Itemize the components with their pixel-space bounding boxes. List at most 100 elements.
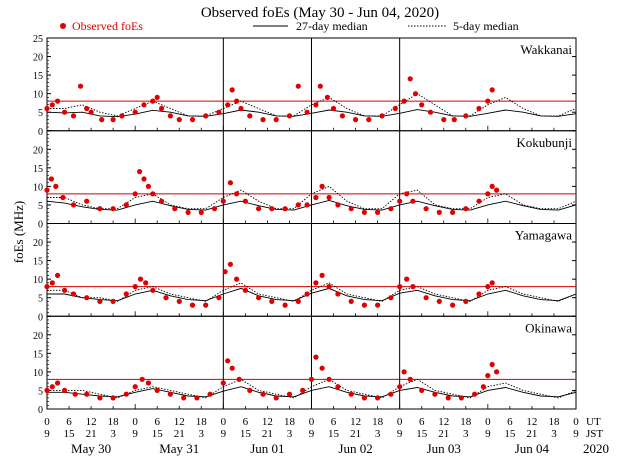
observed-point	[295, 298, 301, 304]
median27-line	[46, 200, 577, 211]
observed-point	[450, 302, 456, 308]
observed-point	[375, 395, 381, 401]
observed-point	[159, 198, 165, 204]
observed-point	[404, 276, 410, 282]
jst-tick-label: 3	[199, 428, 205, 440]
observed-point	[319, 183, 325, 189]
observed-point	[242, 287, 248, 293]
observed-point	[366, 117, 372, 123]
observed-point	[222, 269, 228, 275]
observed-point	[361, 395, 367, 401]
observed-point	[44, 387, 50, 393]
observed-point	[62, 109, 68, 115]
observed-point	[304, 291, 310, 297]
observed-point	[445, 395, 451, 401]
day-label: May 30	[71, 441, 111, 456]
observed-point	[423, 206, 429, 212]
ut-tick-label: 0	[132, 416, 138, 428]
observed-point	[84, 105, 90, 112]
observed-point	[326, 376, 332, 382]
observed-point	[286, 391, 293, 397]
observed-point	[324, 94, 330, 100]
median5-line	[47, 282, 577, 302]
ut-tick-label: 18	[372, 416, 384, 428]
jst-label: JST	[586, 428, 603, 440]
observed-point	[141, 176, 147, 182]
observed-point	[256, 206, 262, 212]
observed-point	[485, 373, 491, 379]
observed-point	[44, 187, 50, 193]
observed-point	[451, 117, 457, 123]
observed-point	[436, 298, 442, 304]
panel-yamagawa: 0 5 10 15 20 Yamagawa	[33, 223, 577, 323]
ut-label: UT	[586, 416, 601, 428]
observed-point	[123, 291, 129, 297]
y-tick-label: 20	[33, 331, 43, 342]
observed-point	[88, 109, 94, 115]
y-tick-label: 15	[33, 257, 43, 268]
observed-point	[172, 206, 178, 212]
chart-title: Observed foEs (May 30 - Jun 04, 2020)	[201, 5, 439, 21]
observed-point	[313, 354, 319, 360]
observed-point	[480, 384, 486, 390]
observed-point	[313, 280, 319, 286]
observed-point	[44, 105, 50, 112]
observed-point	[181, 395, 187, 401]
jst-tick-label: 15	[504, 428, 516, 440]
observed-point	[62, 387, 68, 393]
observed-point	[485, 98, 491, 104]
observed-point	[463, 113, 469, 119]
observed-point	[55, 272, 61, 278]
observed-point	[97, 206, 103, 212]
observed-point	[132, 384, 138, 390]
jst-tick-label: 21	[350, 428, 361, 440]
observed-point	[375, 302, 381, 308]
observed-point	[295, 202, 301, 208]
observed-point	[53, 183, 59, 189]
median5-line	[47, 378, 577, 399]
observed-point	[304, 202, 310, 208]
observed-point	[313, 102, 319, 108]
observed-point	[269, 298, 275, 304]
median27-line	[47, 287, 577, 302]
observed-point	[145, 380, 151, 386]
observed-point	[77, 83, 84, 89]
observed-point	[485, 284, 491, 290]
legend-median5-label: 5-day median	[453, 19, 519, 33]
x-axis: 0 6 12 18 0 6 12 18 0 6 12 18 0 6 12 18 0 6 12 18 0 6 12 18 09 15…	[44, 416, 609, 456]
ut-tick-label: 6	[243, 416, 249, 428]
observed-point	[476, 105, 482, 112]
observed-point	[326, 284, 332, 290]
observed-point	[463, 206, 469, 212]
ut-tick-label: 12	[350, 416, 361, 428]
observed-point	[319, 365, 325, 371]
jst-tick-label: 15	[416, 428, 428, 440]
observed-point	[407, 376, 413, 382]
observed-point	[308, 376, 315, 382]
observed-point	[361, 209, 367, 215]
ut-tick-label: 0	[573, 416, 579, 428]
observed-point	[176, 117, 182, 123]
ut-tick-label: 12	[86, 416, 97, 428]
median5-line	[47, 93, 577, 117]
y-tick-label: 20	[33, 238, 43, 249]
jst-tick-label: 15	[64, 428, 76, 440]
observed-point	[407, 76, 413, 82]
observed-point	[234, 276, 240, 282]
jst-tick-label: 9	[485, 428, 491, 440]
observed-point	[137, 169, 143, 175]
observed-point	[132, 284, 138, 290]
observed-point	[176, 298, 182, 304]
observed-point	[141, 102, 147, 108]
station-panels: 0 5 10 15 20 25 Wakkanai 0 5 10 15 20 Kokubunji 0 5 10 1…	[33, 34, 577, 416]
jst-tick-label: 3	[375, 428, 381, 440]
observed-point	[70, 291, 77, 297]
observed-point	[423, 295, 429, 301]
observed-point	[269, 206, 275, 212]
station-name: Okinawa	[525, 320, 572, 335]
ut-tick-label: 12	[438, 416, 449, 428]
ut-tick-label: 6	[507, 416, 513, 428]
median5-line	[47, 185, 577, 210]
day-label: Jun 02	[338, 441, 372, 456]
observed-point	[282, 302, 288, 308]
